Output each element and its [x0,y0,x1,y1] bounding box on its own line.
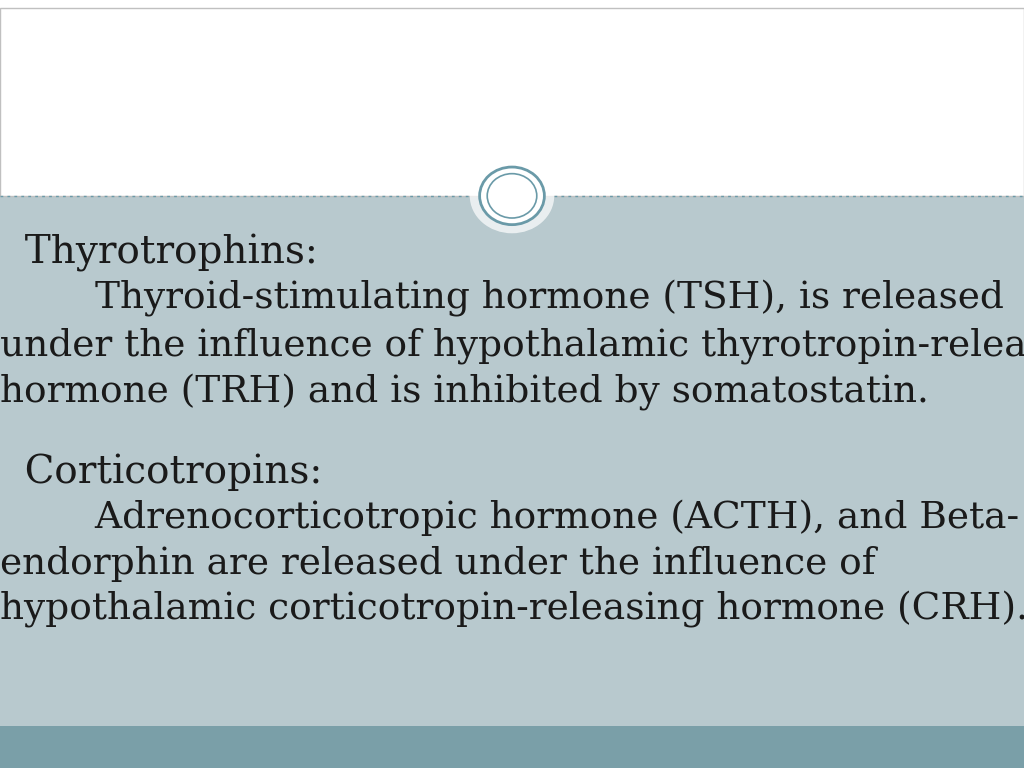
Ellipse shape [479,167,545,224]
Bar [0,8,1024,196]
Text: Thyroid-stimulating hormone (TSH), is released
under the influence of hypothalam: Thyroid-stimulating hormone (TSH), is re… [0,280,1024,411]
Bar [0,726,1024,768]
Text: Corticotropins:: Corticotropins: [0,453,323,491]
Ellipse shape [487,174,537,218]
Bar [0,196,1024,768]
Text: Adrenocorticotropic hormone (ACTH), and Beta-
endorphin are released under the i: Adrenocorticotropic hormone (ACTH), and … [0,499,1024,628]
Ellipse shape [470,158,554,233]
Text: Thyrotrophins:: Thyrotrophins: [0,234,317,272]
